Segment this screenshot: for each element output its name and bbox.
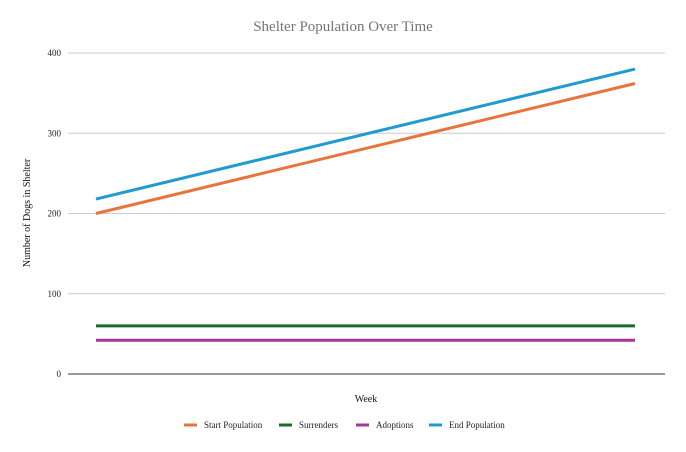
legend-item-surrenders: Surrenders [279, 420, 338, 430]
legend-label: Surrenders [299, 420, 338, 430]
y-tick-label: 200 [48, 209, 62, 219]
series-lines [95, 67, 636, 342]
x-axis-label: Week [355, 394, 378, 405]
y-tick-label: 0 [57, 369, 62, 379]
legend-label: Adoptions [376, 420, 414, 430]
legend-item-adoptions: Adoptions [356, 420, 414, 430]
y-tick-label: 300 [48, 128, 62, 138]
series-line-start-population [95, 82, 636, 215]
y-axis-ticks: 0 100 200 300 400 [48, 48, 62, 379]
legend-item-end-population: End Population [429, 420, 505, 430]
y-axis-label: Number of Dogs in Shelter [22, 158, 33, 267]
series-line-end-population [95, 67, 636, 201]
legend-label: End Population [449, 420, 505, 430]
chart-title: Shelter Population Over Time [253, 19, 433, 35]
y-tick-label: 400 [48, 48, 62, 58]
y-tick-label: 100 [48, 289, 62, 299]
legend-label: Start Population [204, 420, 263, 430]
gridlines [68, 52, 665, 375]
legend-item-start-population: Start Population [184, 420, 263, 430]
legend: Start Population Surrenders Adoptions End P… [184, 420, 505, 430]
